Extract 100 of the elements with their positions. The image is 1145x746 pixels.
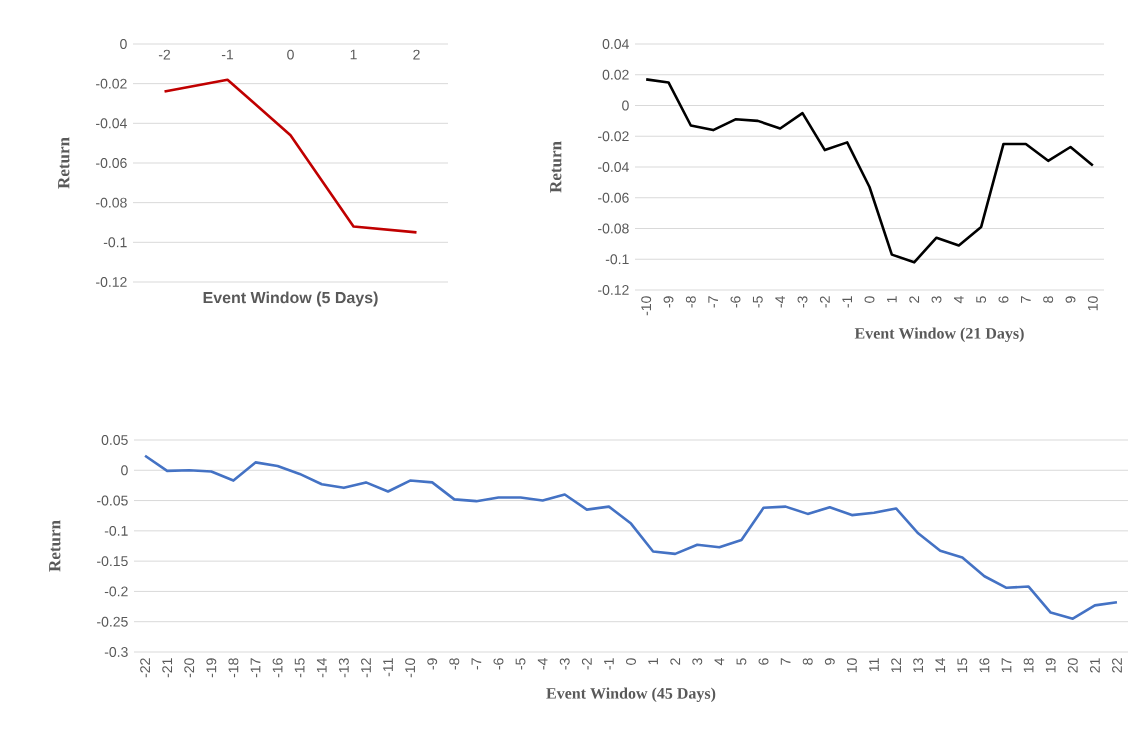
y-tick-label: -0.02 bbox=[96, 78, 127, 89]
y-tick-label: 0 bbox=[622, 100, 629, 111]
x-tick-label: -5 bbox=[515, 658, 526, 670]
y-tick-label: -0.04 bbox=[96, 118, 127, 129]
y-tick-label: -0.1 bbox=[605, 254, 629, 265]
x-tick-label: 3 bbox=[931, 296, 942, 303]
x-tick-label: 19 bbox=[1045, 658, 1056, 673]
x-tick-label: -9 bbox=[427, 658, 438, 670]
x-axis-title: Event Window (5 Days) bbox=[203, 291, 378, 307]
x-tick-label: 2 bbox=[413, 49, 420, 60]
x-tick-label: 13 bbox=[913, 658, 924, 673]
y-tick-label: -0.25 bbox=[97, 616, 128, 627]
y-tick-label: -0.06 bbox=[598, 192, 629, 203]
x-tick-label: 5 bbox=[736, 658, 747, 665]
x-tick-label: -2 bbox=[581, 658, 592, 670]
x-tick-label: -4 bbox=[775, 296, 785, 308]
x-tick-label: 8 bbox=[802, 658, 813, 665]
x-tick-label: 1 bbox=[350, 49, 357, 60]
x-tick-label: 14 bbox=[935, 658, 946, 673]
y-tick-label: -0.06 bbox=[96, 158, 127, 168]
x-tick-label: 2 bbox=[670, 658, 681, 665]
x-tick-label: -6 bbox=[730, 296, 741, 308]
y-tick-label: 0.05 bbox=[101, 435, 128, 445]
x-tick-label: -3 bbox=[797, 296, 808, 308]
x-axis-title: Event Window (21 Days) bbox=[854, 327, 1024, 343]
x-tick-label: 0 bbox=[864, 296, 875, 303]
x-tick-label: -5 bbox=[752, 296, 763, 308]
x-tick-label: 6 bbox=[998, 296, 1009, 303]
x-tick-label: -14 bbox=[316, 658, 327, 678]
y-tick-label: -0.15 bbox=[97, 556, 128, 567]
x-tick-label: -6 bbox=[493, 658, 504, 670]
y-tick-label: -0.2 bbox=[104, 586, 128, 597]
x-tick-label: -20 bbox=[184, 658, 195, 678]
x-tick-label: 3 bbox=[692, 658, 703, 665]
x-tick-label: -10 bbox=[641, 296, 652, 316]
x-tick-label: -16 bbox=[272, 658, 283, 678]
x-tick-label: -19 bbox=[206, 658, 217, 678]
x-tick-label: 6 bbox=[758, 658, 769, 665]
x-tick-label: -9 bbox=[663, 296, 674, 308]
x-tick-label: -4 bbox=[537, 658, 548, 670]
y-tick-label: -0.04 bbox=[598, 162, 629, 172]
y-tick-label: 0 bbox=[120, 39, 127, 49]
y-tick-label: 0.04 bbox=[602, 39, 629, 49]
x-tick-label: 10 bbox=[846, 658, 857, 673]
x-axis-title: Event Window (45 Days) bbox=[546, 687, 716, 703]
x-tick-label: 15 bbox=[957, 658, 968, 673]
y-tick-label: -0.12 bbox=[598, 285, 629, 295]
x-tick-label: -10 bbox=[405, 658, 416, 678]
y-tick-label: -0.1 bbox=[104, 525, 128, 536]
x-tick-label: -2 bbox=[158, 49, 171, 60]
x-tick-label: 7 bbox=[1021, 296, 1031, 303]
y-tick-label: -0.05 bbox=[97, 495, 128, 506]
x-tick-label: 16 bbox=[979, 658, 990, 673]
x-tick-label: -1 bbox=[221, 49, 234, 60]
x-tick-label: 12 bbox=[891, 658, 901, 673]
y-tick-label: -0.08 bbox=[96, 197, 127, 208]
x-tick-label: 2 bbox=[909, 296, 920, 303]
x-tick-label: 17 bbox=[1001, 658, 1012, 673]
x-tick-label: 22 bbox=[1112, 658, 1122, 673]
x-tick-label: 11 bbox=[869, 658, 879, 672]
x-tick-label: -8 bbox=[449, 658, 460, 670]
y-tick-label: -0.1 bbox=[103, 237, 127, 248]
y-tick-label: 0 bbox=[121, 465, 128, 476]
x-tick-label: -3 bbox=[559, 658, 570, 670]
x-tick-label: -1 bbox=[604, 658, 614, 670]
x-tick-label: -15 bbox=[294, 658, 305, 678]
line-series bbox=[163, 78, 418, 234]
x-tick-label: 7 bbox=[780, 658, 791, 665]
x-tick-label: -21 bbox=[162, 658, 173, 678]
x-tick-label: 21 bbox=[1089, 658, 1100, 673]
x-tick-label: -2 bbox=[819, 296, 830, 308]
x-tick-label: 1 bbox=[648, 658, 658, 665]
x-tick-label: 18 bbox=[1023, 658, 1034, 673]
line-series bbox=[143, 454, 1119, 620]
line-series bbox=[644, 78, 1095, 264]
x-tick-label: -8 bbox=[685, 296, 696, 308]
x-tick-label: 0 bbox=[287, 49, 294, 60]
x-tick-label: 9 bbox=[1065, 296, 1076, 303]
x-tick-label: 20 bbox=[1067, 658, 1078, 673]
x-tick-label: -11 bbox=[383, 658, 393, 677]
x-tick-label: 8 bbox=[1043, 296, 1054, 303]
x-tick-label: -12 bbox=[361, 658, 371, 678]
y-tick-label: -0.3 bbox=[104, 647, 128, 657]
x-tick-label: -18 bbox=[228, 658, 239, 678]
x-tick-label: 0 bbox=[626, 658, 636, 665]
y-tick-label: -0.02 bbox=[598, 131, 629, 142]
y-tick-label: -0.08 bbox=[598, 223, 629, 234]
x-tick-label: 5 bbox=[976, 296, 987, 303]
x-tick-label: -13 bbox=[338, 658, 349, 678]
y-axis-title: Return bbox=[49, 520, 61, 572]
x-tick-label: -1 bbox=[842, 296, 852, 308]
y-axis-title: Return bbox=[550, 141, 562, 193]
x-tick-label: 4 bbox=[954, 296, 964, 304]
x-tick-label: 1 bbox=[887, 296, 897, 303]
x-tick-label: 9 bbox=[824, 658, 835, 665]
x-tick-label: -7 bbox=[708, 296, 718, 308]
x-tick-label: 10 bbox=[1087, 296, 1098, 311]
y-tick-label: -0.12 bbox=[96, 277, 127, 287]
x-tick-label: -22 bbox=[140, 658, 150, 678]
x-tick-label: 4 bbox=[714, 658, 725, 666]
